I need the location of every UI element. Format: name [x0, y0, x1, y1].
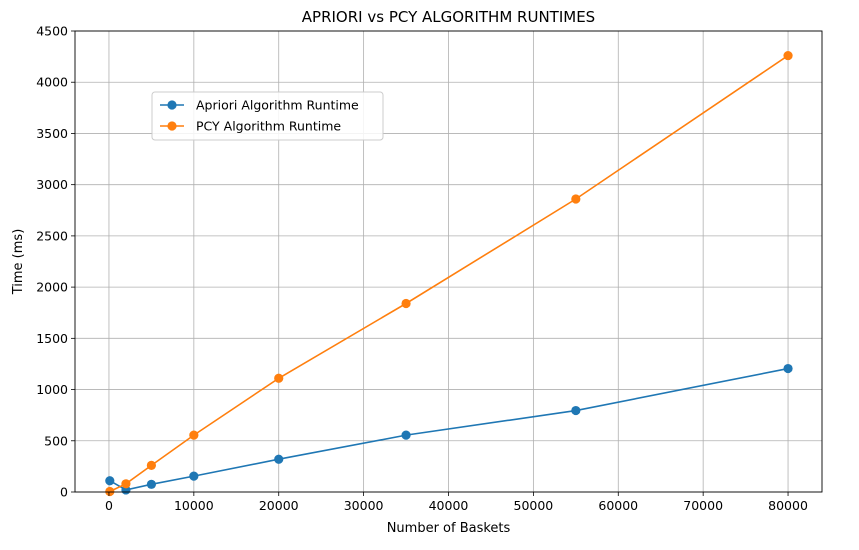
data-point: [274, 454, 284, 464]
legend-marker: [167, 121, 177, 131]
y-axis-label: Time (ms): [11, 229, 26, 296]
x-tick-label: 10000: [174, 498, 214, 513]
legend-entry: PCY Algorithm Runtime: [160, 119, 341, 134]
data-point: [401, 298, 411, 309]
data-point: [783, 50, 793, 61]
x-tick-label: 60000: [598, 498, 638, 513]
data-point: [105, 486, 115, 497]
y-tick-label: 4500: [36, 24, 68, 39]
data-point: [121, 479, 131, 489]
data-point: [146, 479, 156, 489]
y-tick-label: 1500: [36, 331, 68, 346]
x-tick-label: 30000: [344, 498, 384, 513]
x-tick-label: 50000: [514, 498, 554, 513]
x-axis-label: Number of Baskets: [387, 521, 511, 536]
data-point: [571, 194, 581, 204]
y-tick-label: 0: [60, 485, 68, 500]
y-tick-label: 4000: [36, 75, 68, 90]
data-point: [189, 430, 199, 440]
y-tick-label: 3000: [36, 177, 68, 192]
legend: Apriori Algorithm Runtime PCY Algorithm R…: [151, 91, 384, 141]
y-tick-label: 3500: [36, 126, 68, 141]
y-tick-label: 2000: [36, 280, 68, 295]
data-point: [401, 430, 411, 440]
data-point: [571, 405, 581, 416]
legend-box: [151, 91, 384, 141]
legend-marker: [167, 100, 177, 110]
y-tick-label: 2500: [36, 228, 68, 243]
series-1: [105, 50, 793, 497]
data-point: [146, 460, 156, 470]
y-tick-label: 500: [44, 433, 68, 448]
series-line: [109, 54, 789, 493]
x-tick-label: 80000: [768, 498, 808, 513]
legend-label: Apriori Algorithm Runtime: [196, 98, 359, 113]
x-tick-label: 70000: [683, 498, 723, 513]
legend-entry: Apriori Algorithm Runtime: [160, 98, 359, 113]
y-tick-label: 1000: [36, 382, 68, 397]
series-0: [105, 363, 793, 495]
axis-ticks: 0 10000 20000 30000 40000 50000 60000 70000 8000…: [36, 24, 808, 514]
grid: [75, 30, 822, 493]
x-tick-label: 20000: [259, 498, 299, 513]
data-point: [189, 471, 199, 481]
x-tick-label: 40000: [429, 498, 469, 513]
chart-title: APRIORI vs PCY ALGORITHM RUNTIMES: [302, 8, 595, 26]
data-point: [783, 363, 793, 374]
legend-items: Apriori Algorithm Runtime PCY Algorithm R…: [160, 98, 359, 134]
series-line: [109, 367, 789, 491]
legend-label: PCY Algorithm Runtime: [196, 119, 341, 134]
data-point: [274, 373, 284, 383]
x-tick-label: 0: [105, 498, 113, 513]
data-point: [105, 476, 115, 486]
